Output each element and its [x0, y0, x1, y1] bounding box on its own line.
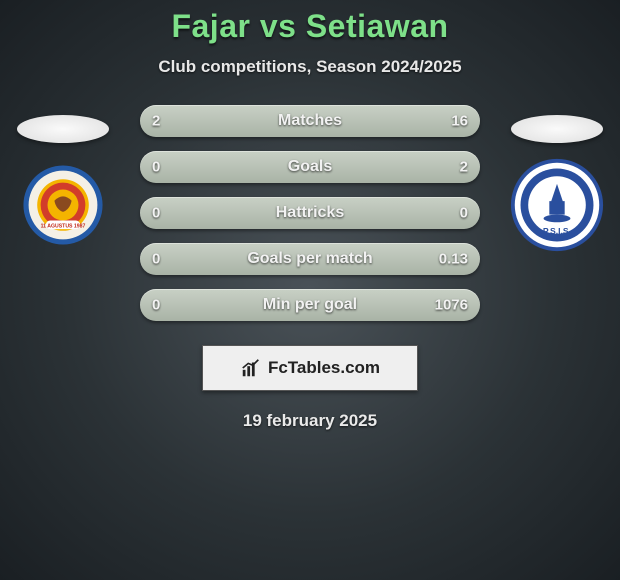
stat-left-value: 2 — [152, 113, 160, 130]
stat-row: 0 Min per goal 1076 — [140, 289, 480, 321]
stat-right-value: 0 — [460, 205, 468, 222]
stat-left-value: 0 — [152, 159, 160, 176]
stat-left-value: 0 — [152, 205, 160, 222]
brand-logo-box: FcTables.com — [202, 345, 418, 391]
left-club-crest: 11 AGUSTUS 1987 — [14, 161, 112, 249]
left-player-oval — [17, 115, 109, 143]
brand-text: FcTables.com — [268, 358, 380, 378]
right-player-oval — [511, 115, 603, 143]
stat-right-value: 2 — [460, 159, 468, 176]
stat-label: Min per goal — [263, 296, 357, 314]
stat-left-value: 0 — [152, 297, 160, 314]
stat-label: Goals per match — [247, 250, 372, 268]
stat-row: 0 Goals per match 0.13 — [140, 243, 480, 275]
date-text: 19 february 2025 — [0, 411, 620, 431]
stat-label: Hattricks — [276, 204, 344, 222]
right-club-crest: P.S.I.S. — [508, 161, 606, 249]
stat-row: 0 Goals 2 — [140, 151, 480, 183]
stat-label: Matches — [278, 112, 342, 130]
svg-text:P.S.I.S.: P.S.I.S. — [543, 226, 571, 236]
stat-row: 2 Matches 16 — [140, 105, 480, 137]
stat-label: Goals — [288, 158, 332, 176]
stat-right-value: 0.13 — [439, 251, 468, 268]
left-player-column: 11 AGUSTUS 1987 — [14, 115, 112, 249]
stat-right-value: 1076 — [435, 297, 468, 314]
chart-icon — [240, 357, 262, 379]
stat-row: 0 Hattricks 0 — [140, 197, 480, 229]
stat-right-value: 16 — [451, 113, 468, 130]
page-title: Fajar vs Setiawan — [0, 0, 620, 45]
right-player-column: P.S.I.S. — [508, 115, 606, 249]
stat-left-value: 0 — [152, 251, 160, 268]
stats-rows: 2 Matches 16 0 Goals 2 0 Hattricks 0 0 G… — [140, 105, 480, 321]
comparison-panel: Fajar vs Setiawan Club competitions, Sea… — [0, 0, 620, 580]
main-area: 11 AGUSTUS 1987 P.S.I.S. 2 — [0, 105, 620, 431]
subtitle: Club competitions, Season 2024/2025 — [0, 57, 620, 77]
svg-text:11 AGUSTUS 1987: 11 AGUSTUS 1987 — [41, 223, 86, 229]
